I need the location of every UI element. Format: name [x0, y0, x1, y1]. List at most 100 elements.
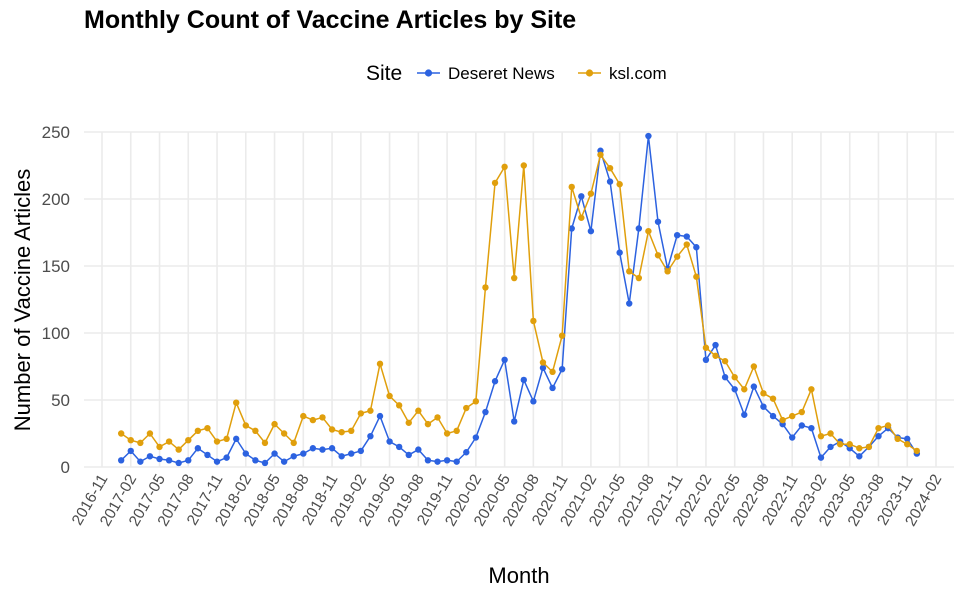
data-point: [223, 435, 230, 443]
data-point: [405, 419, 412, 426]
x-axis-title: Month: [488, 563, 549, 588]
data-point: [645, 132, 652, 140]
data-point: [635, 274, 643, 282]
chart-title: Monthly Count of Vaccine Articles by Sit…: [84, 6, 577, 34]
data-point: [683, 241, 690, 248]
data-point: [731, 386, 738, 393]
data-point: [539, 364, 547, 372]
data-point: [606, 164, 614, 172]
data-point: [319, 414, 326, 421]
data-point: [482, 284, 489, 291]
data-point: [338, 453, 345, 460]
y-tick-label: 50: [51, 391, 70, 410]
data-point: [856, 453, 863, 460]
data-point: [348, 450, 355, 457]
data-point: [836, 441, 844, 448]
data-point: [626, 268, 633, 275]
data-point: [204, 451, 211, 459]
data-point: [904, 435, 911, 443]
data-point: [683, 233, 690, 240]
data-point: [223, 454, 230, 461]
data-point: [434, 414, 441, 421]
y-tick-label: 0: [61, 458, 70, 477]
data-point: [328, 445, 336, 452]
data-point: [271, 420, 278, 428]
data-point: [415, 407, 422, 414]
data-point: [156, 455, 163, 463]
data-point: [338, 428, 345, 436]
series-layer: [117, 132, 921, 467]
data-point: [386, 438, 393, 445]
data-point: [367, 432, 374, 440]
data-point: [165, 438, 173, 445]
data-point: [779, 416, 786, 424]
data-point: [693, 273, 700, 280]
data-point: [290, 453, 297, 460]
data-point: [261, 439, 269, 447]
data-point: [405, 451, 412, 459]
data-point: [558, 332, 566, 339]
legend-label-ksl: ksl.com: [609, 64, 667, 83]
data-point: [827, 430, 834, 437]
data-point: [702, 344, 710, 351]
data-point: [156, 443, 163, 451]
data-point: [817, 432, 825, 440]
data-point: [904, 441, 911, 448]
y-tick-label: 250: [42, 123, 70, 142]
data-point: [721, 357, 729, 365]
data-point: [376, 360, 384, 368]
data-point: [386, 392, 393, 400]
legend-point-deseret-news: [424, 69, 433, 77]
data-point: [357, 447, 365, 455]
data-point: [712, 341, 719, 349]
data-point: [472, 434, 480, 441]
data-point: [884, 422, 892, 429]
data-point: [913, 447, 921, 455]
grid-layer: [84, 131, 954, 468]
data-point: [300, 412, 307, 420]
data-point: [376, 412, 384, 420]
data-point: [654, 252, 662, 259]
data-point: [165, 457, 173, 464]
data-point: [798, 408, 805, 416]
legend-item-ksl: ksl.com: [578, 64, 667, 83]
data-point: [549, 368, 556, 376]
data-point: [549, 384, 556, 392]
data-point: [578, 193, 585, 200]
data-point: [501, 356, 508, 363]
data-point: [846, 441, 853, 448]
data-point: [261, 459, 269, 467]
data-point: [185, 437, 192, 444]
data-point: [520, 376, 527, 384]
series-1: [117, 151, 921, 455]
data-point: [127, 437, 134, 444]
data-point: [175, 459, 182, 467]
x-axis-ticks: 2016-112017-022017-052017-082017-112018-…: [69, 472, 946, 530]
data-point: [194, 445, 202, 452]
data-point: [453, 427, 460, 435]
data-point: [587, 190, 595, 197]
data-point: [233, 399, 240, 406]
data-point: [443, 457, 451, 464]
data-point: [252, 427, 259, 435]
data-point: [626, 300, 633, 307]
data-point: [769, 412, 777, 420]
data-point: [798, 422, 805, 429]
y-tick-label: 100: [42, 324, 70, 343]
data-point: [424, 420, 432, 428]
data-point: [309, 445, 317, 452]
data-point: [424, 457, 432, 464]
data-point: [117, 457, 125, 464]
data-point: [578, 214, 585, 221]
data-point: [520, 162, 527, 169]
data-point: [654, 218, 662, 225]
data-point: [491, 179, 499, 187]
data-point: [213, 458, 221, 465]
data-point: [568, 183, 575, 191]
data-point: [616, 249, 623, 256]
data-point: [875, 424, 882, 432]
data-point: [319, 446, 326, 453]
data-point: [280, 430, 288, 437]
data-point: [760, 403, 767, 410]
data-point: [673, 253, 681, 260]
